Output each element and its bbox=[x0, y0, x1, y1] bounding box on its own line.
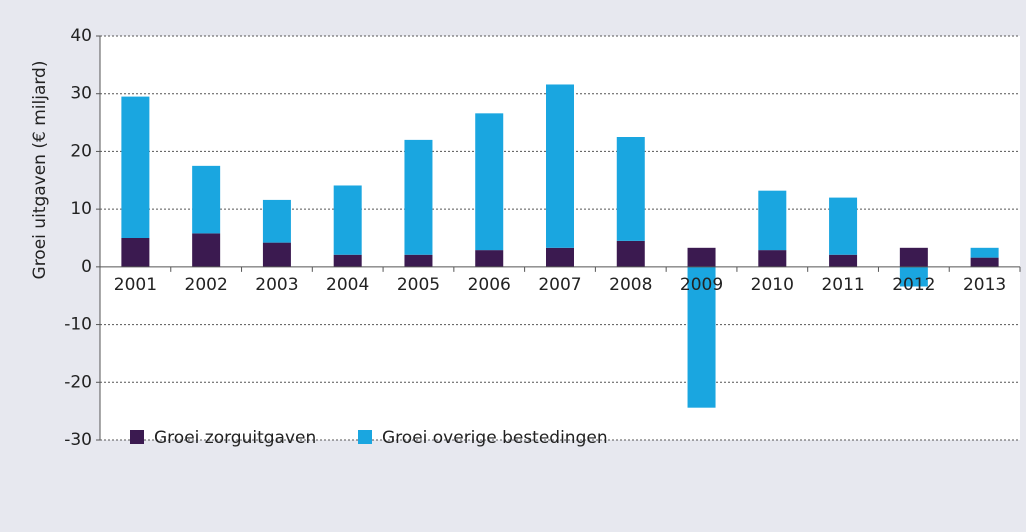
bar-segment bbox=[829, 254, 858, 267]
bar-segment bbox=[758, 250, 787, 267]
x-tick-label: 2012 bbox=[892, 275, 935, 295]
y-tick-label: -20 bbox=[64, 372, 92, 392]
y-tick-label: 10 bbox=[70, 199, 92, 219]
x-tick-label: 2006 bbox=[468, 275, 511, 295]
x-tick-label: 2013 bbox=[963, 275, 1006, 295]
x-tick-label: 2005 bbox=[397, 275, 440, 295]
bar-segment bbox=[829, 197, 858, 255]
bar-segment bbox=[758, 190, 787, 251]
bar-segment bbox=[121, 96, 150, 238]
bar-segment bbox=[475, 250, 504, 267]
bar-segment bbox=[404, 139, 433, 255]
bar-segment bbox=[333, 185, 362, 255]
x-tick-label: 2003 bbox=[255, 275, 298, 295]
y-tick-label: 30 bbox=[70, 84, 92, 104]
y-tick-label: 40 bbox=[70, 26, 92, 46]
legend-label: Groei zorguitgaven bbox=[154, 428, 316, 448]
bar-segment bbox=[616, 137, 645, 241]
x-tick-label: 2011 bbox=[821, 275, 864, 295]
bar-segment bbox=[262, 199, 291, 243]
legend-label: Groei overige bestedingen bbox=[382, 428, 608, 448]
bar-segment bbox=[899, 266, 928, 287]
bar-segment bbox=[192, 165, 221, 234]
bar-segment bbox=[899, 247, 928, 267]
x-tick-label: 2001 bbox=[114, 275, 157, 295]
x-tick-label: 2004 bbox=[326, 275, 369, 295]
bar-segment bbox=[616, 240, 645, 267]
x-tick-label: 2009 bbox=[680, 275, 723, 295]
y-axis-label: Groei uitgaven (€ miljard) bbox=[30, 61, 50, 280]
y-tick-label: 20 bbox=[70, 141, 92, 161]
bar-segment bbox=[687, 266, 716, 408]
bar-segment bbox=[687, 247, 716, 267]
bar-segment bbox=[121, 238, 150, 267]
x-tick-label: 2002 bbox=[185, 275, 228, 295]
legend-swatch bbox=[358, 430, 372, 444]
bar-segment bbox=[546, 84, 574, 248]
legend-swatch bbox=[130, 430, 144, 444]
bar-segment bbox=[970, 247, 999, 258]
bar-segment bbox=[192, 233, 221, 267]
bar-segment bbox=[475, 113, 504, 251]
x-tick-label: 2007 bbox=[538, 275, 581, 295]
bar-segment bbox=[262, 242, 291, 267]
bar-segment bbox=[970, 257, 999, 267]
x-tick-label: 2010 bbox=[751, 275, 794, 295]
bar-segment bbox=[546, 247, 574, 267]
y-tick-label: -30 bbox=[64, 430, 92, 450]
y-tick-label: -10 bbox=[64, 315, 92, 335]
y-tick-label: 0 bbox=[81, 257, 92, 277]
bar-segment bbox=[404, 254, 433, 267]
x-tick-label: 2008 bbox=[609, 275, 652, 295]
bar-segment bbox=[333, 254, 362, 267]
